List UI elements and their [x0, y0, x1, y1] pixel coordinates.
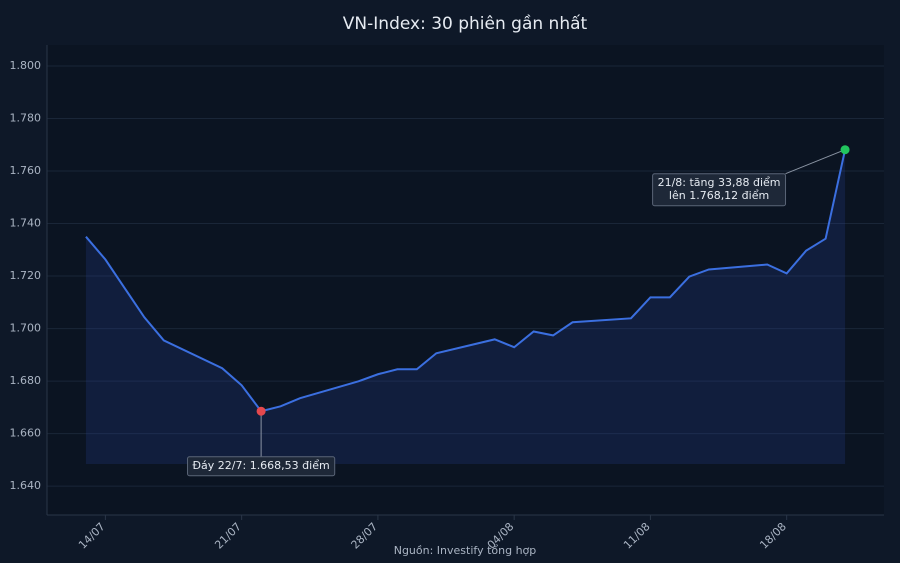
- y-tick-label: 1.680: [10, 374, 42, 387]
- x-tick-label: 28/07: [349, 520, 381, 552]
- plot-area: [47, 45, 884, 515]
- x-tick-label: 11/08: [621, 520, 653, 552]
- annotation-box: [652, 173, 787, 207]
- y-tick-label: 1.640: [10, 479, 42, 492]
- x-tick-label: 18/08: [757, 520, 789, 552]
- y-tick-label: 1.700: [10, 322, 42, 335]
- y-tick-label: 1.780: [10, 112, 42, 125]
- highlight-marker: [256, 406, 266, 416]
- highlight-marker: [840, 145, 850, 155]
- chart-title: VN-Index: 30 phiên gần nhất: [343, 13, 588, 34]
- annotation-text: 21/8: tăng 33,88 điểm: [658, 176, 781, 189]
- y-tick-label: 1.740: [10, 217, 42, 230]
- annotation-box: [187, 456, 336, 477]
- x-tick-label: 14/07: [76, 520, 108, 552]
- annotation-text: lên 1.768,12 điểm: [669, 189, 769, 202]
- y-tick-label: 1.720: [10, 269, 42, 282]
- annotation-text: Đáy 22/7: 1.668,53 điểm: [193, 459, 330, 472]
- y-tick-label: 1.760: [10, 164, 42, 177]
- annotation-connector: [785, 149, 846, 175]
- line: [85, 149, 847, 413]
- x-tick-label: 21/07: [212, 520, 244, 552]
- annotation: Đáy 22/7: 1.668,53 điểm: [187, 411, 336, 477]
- y-tick-label: 1.800: [10, 59, 42, 72]
- area-fill: [85, 149, 846, 465]
- source-note: Nguồn: Investify tổng hợp: [394, 544, 537, 557]
- y-tick-label: 1.660: [10, 427, 42, 440]
